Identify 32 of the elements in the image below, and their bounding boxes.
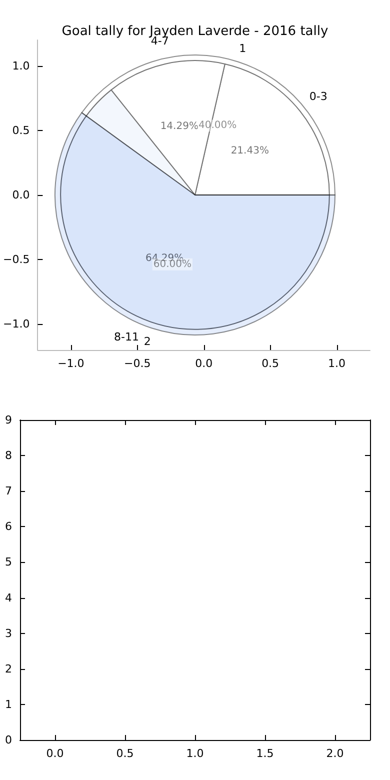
x-tick-label: 1.0: [328, 357, 346, 370]
x-tick-label: 1.5: [256, 747, 274, 760]
y-tick-label: 0.5: [12, 124, 30, 137]
y-tick-label: 7: [5, 484, 12, 498]
x-tick-label: 0.5: [262, 357, 280, 370]
y-tick-label: 8: [5, 449, 12, 462]
y-tick-label: −0.5: [2, 253, 30, 266]
y-tick-label: 0.0: [12, 188, 30, 202]
data-label: 60.00%: [153, 258, 192, 270]
x-tick-label: −1.0: [58, 357, 84, 370]
y-tick-label: 4: [5, 591, 12, 604]
y-tick-label: 1: [5, 698, 12, 711]
x-tick-label: 0.0: [195, 357, 213, 370]
slice-label: 8-11: [114, 330, 140, 344]
data-label: 21.43%: [230, 146, 269, 157]
x-tick-label: 0.5: [116, 747, 134, 760]
y-tick-label: 9: [5, 414, 12, 426]
y-tick-label: 1.0: [12, 59, 30, 72]
x-tick-label: 0.0: [46, 747, 64, 760]
slice-label: 0-3: [309, 90, 328, 104]
y-tick-label: −1.0: [2, 318, 30, 331]
slice-label: 1: [239, 42, 246, 56]
y-tick-label: 0: [5, 734, 12, 746]
slice-label: 2: [144, 334, 151, 348]
x-tick-label: −0.5: [124, 357, 151, 370]
y-tick-label: 5: [5, 556, 12, 569]
y-tick-label: 2: [5, 662, 12, 676]
x-tick-label: 2.0: [326, 747, 344, 760]
y-tick-label: 3: [5, 626, 12, 640]
data-label: 14.29%: [160, 121, 198, 132]
x-tick-label: 1.0: [186, 747, 204, 760]
y-tick-label: 6: [5, 520, 12, 534]
